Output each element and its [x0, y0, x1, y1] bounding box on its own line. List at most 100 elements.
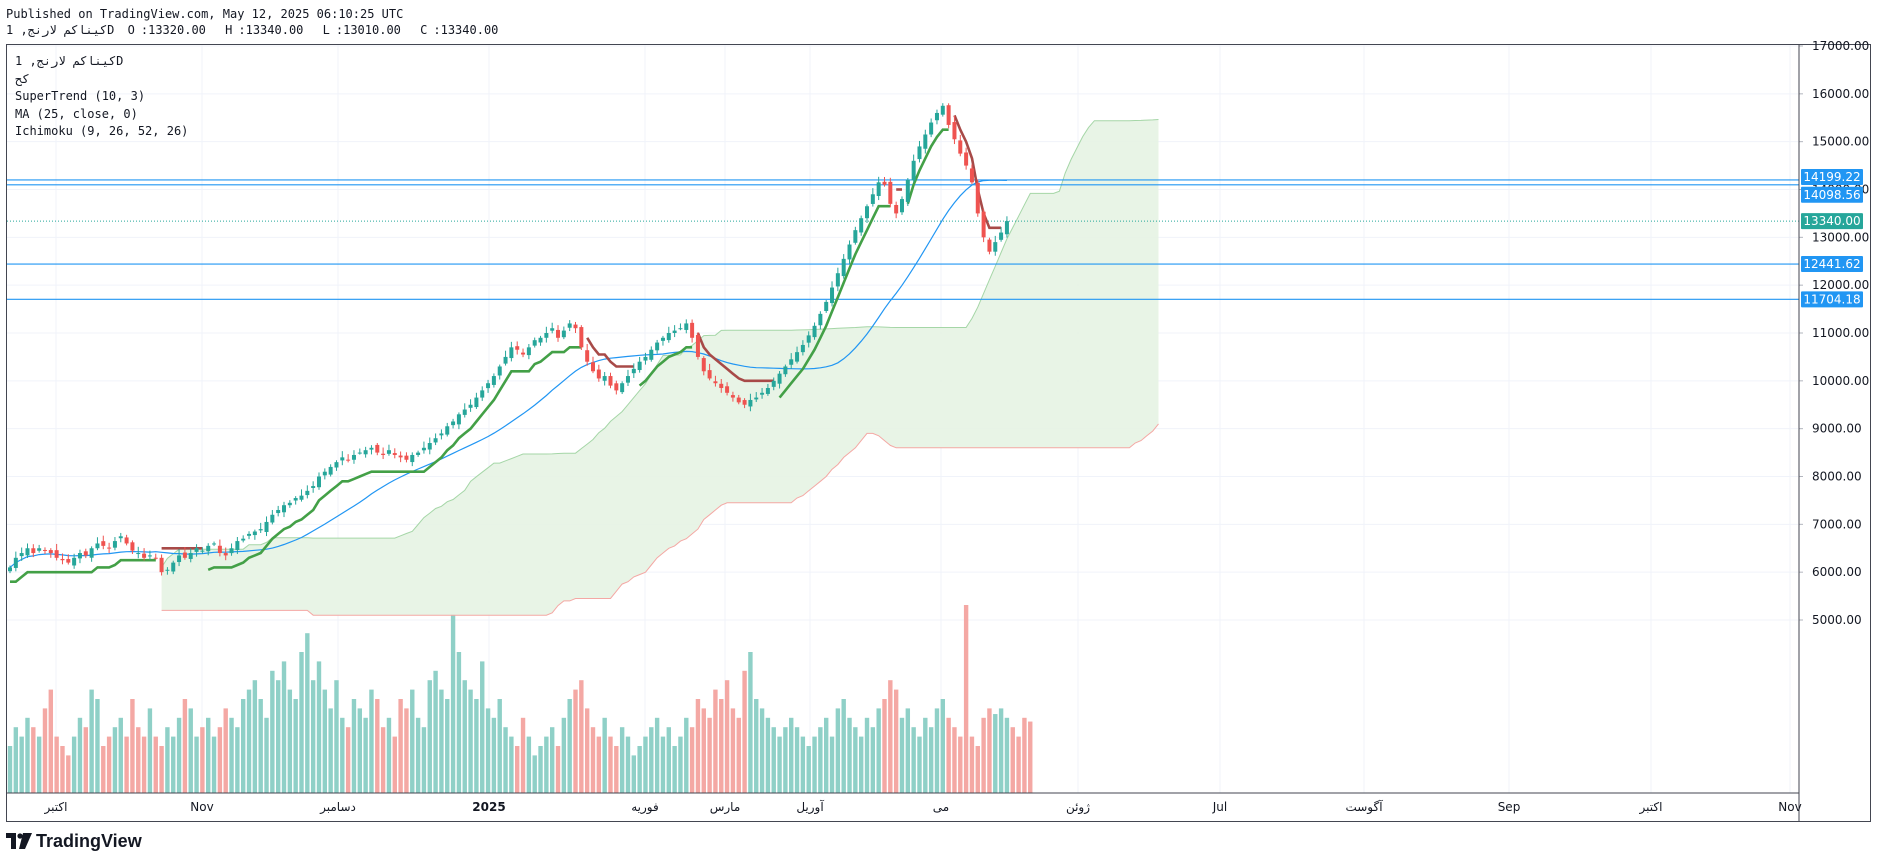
- candle-body: [958, 140, 963, 154]
- volume-bar: [410, 689, 415, 793]
- candle-body: [806, 335, 811, 343]
- candle-body: [987, 239, 992, 252]
- volume-bar: [783, 727, 788, 793]
- candle-body: [969, 168, 974, 183]
- candle-body: [975, 182, 980, 214]
- candle-body: [177, 555, 182, 563]
- candle-body: [357, 452, 362, 454]
- supertrend-down: [696, 332, 774, 383]
- volume-bar: [730, 708, 736, 793]
- candle-body: [544, 333, 549, 338]
- volume-bar: [678, 736, 683, 793]
- volume-bar: [497, 699, 502, 793]
- level-label: 11704.18: [1803, 292, 1860, 306]
- candle-body: [112, 541, 117, 548]
- volume-bar: [1028, 721, 1033, 793]
- last-price-label-bg: [1801, 213, 1863, 230]
- volume-bar: [194, 736, 199, 793]
- candle-body: [608, 376, 613, 386]
- candle-body: [340, 457, 345, 461]
- volume-bar: [800, 736, 806, 793]
- volume-bar: [130, 699, 135, 793]
- candle-body: [95, 543, 100, 549]
- volume-bar: [229, 717, 234, 793]
- volume-bar: [328, 708, 333, 793]
- supertrend-up: [10, 558, 156, 584]
- volume-bar: [252, 680, 258, 793]
- candle-body: [363, 450, 368, 455]
- supertrend-up: [638, 345, 693, 387]
- candle-body: [946, 105, 951, 125]
- candle-body: [725, 386, 730, 393]
- volume-bar: [923, 717, 928, 793]
- y-tick-label: 5000.00: [1812, 613, 1862, 627]
- volume-bar: [835, 708, 841, 793]
- chart-frame[interactable]: [6, 44, 1871, 822]
- legend-symbol: کیناکم لارنج, 1D: [15, 54, 124, 68]
- volume-bar: [759, 708, 765, 793]
- candle-body: [375, 444, 380, 453]
- axes: 17000.0016000.0015000.0014000.0013000.00…: [7, 39, 1869, 821]
- legend-ma[interactable]: MA (25, close, 0): [15, 106, 138, 121]
- volume-bar: [176, 717, 182, 793]
- volume-bar: [310, 680, 316, 793]
- volume-bar: [637, 746, 642, 793]
- candle-body: [72, 557, 77, 566]
- horizontal-levels: [7, 179, 1799, 300]
- volume-bar: [159, 746, 164, 793]
- y-tick-label: 17000.00: [1812, 39, 1869, 53]
- candle-body: [282, 505, 287, 513]
- candle-body: [707, 370, 712, 379]
- candle-body: [888, 181, 893, 204]
- candle-body: [521, 352, 526, 355]
- tradingview-logo[interactable]: TradingView: [6, 829, 142, 853]
- last-price-label: 13340.00: [1803, 214, 1860, 228]
- volume-bar: [765, 717, 771, 793]
- level-label-bg: [1801, 186, 1863, 203]
- candle-body: [182, 552, 187, 558]
- volume-bar: [561, 717, 567, 793]
- volume-bar: [106, 736, 112, 793]
- volume-bar: [952, 727, 957, 793]
- candle-body: [812, 325, 817, 338]
- brand-name: TradingView: [36, 830, 142, 851]
- volume-bar: [503, 727, 508, 793]
- volume-bar: [882, 699, 887, 793]
- volume-bar: [1022, 717, 1027, 793]
- candle-body: [503, 356, 508, 364]
- volume-bar: [363, 717, 368, 793]
- candle-body: [8, 567, 12, 572]
- candle-body: [206, 545, 211, 552]
- volume-bar: [567, 699, 572, 793]
- candle-body: [223, 553, 228, 556]
- price-labels: 14199.22 14098.56 12441.62 11704.18 13340.00: [1801, 168, 1863, 308]
- candle-body: [497, 366, 502, 376]
- candle-body: [165, 569, 170, 571]
- candle-body: [643, 356, 648, 361]
- candle-body: [217, 545, 222, 554]
- legend-supertrend[interactable]: SuperTrend (10, 3): [15, 89, 146, 103]
- legend-ichimoku[interactable]: Ichimoku (9, 26, 52, 26): [15, 124, 189, 138]
- volume-bar: [60, 746, 65, 793]
- y-tick-label: 15000.00: [1812, 135, 1869, 149]
- volume-bar: [287, 689, 293, 793]
- candle-body: [748, 399, 753, 407]
- volume-bar: [206, 717, 211, 793]
- candle-body: [999, 232, 1004, 240]
- candle-body: [346, 459, 351, 461]
- supertrend-up: [778, 204, 891, 399]
- volume-bar: [870, 727, 876, 793]
- volume-bar: [672, 746, 677, 793]
- volume-bar: [963, 605, 969, 793]
- volume-bar: [136, 727, 141, 793]
- candle-body: [252, 531, 257, 536]
- volume-bar: [427, 680, 432, 793]
- candle-body: [439, 433, 444, 436]
- volume-bar: [969, 736, 975, 793]
- symbol-timeframe: کیناکم لارنج, 1D: [6, 23, 115, 37]
- candle-body: [235, 541, 240, 550]
- y-tick-label: 12000.00: [1812, 278, 1869, 292]
- volume-bar: [707, 717, 712, 793]
- volume-bar: [153, 736, 158, 793]
